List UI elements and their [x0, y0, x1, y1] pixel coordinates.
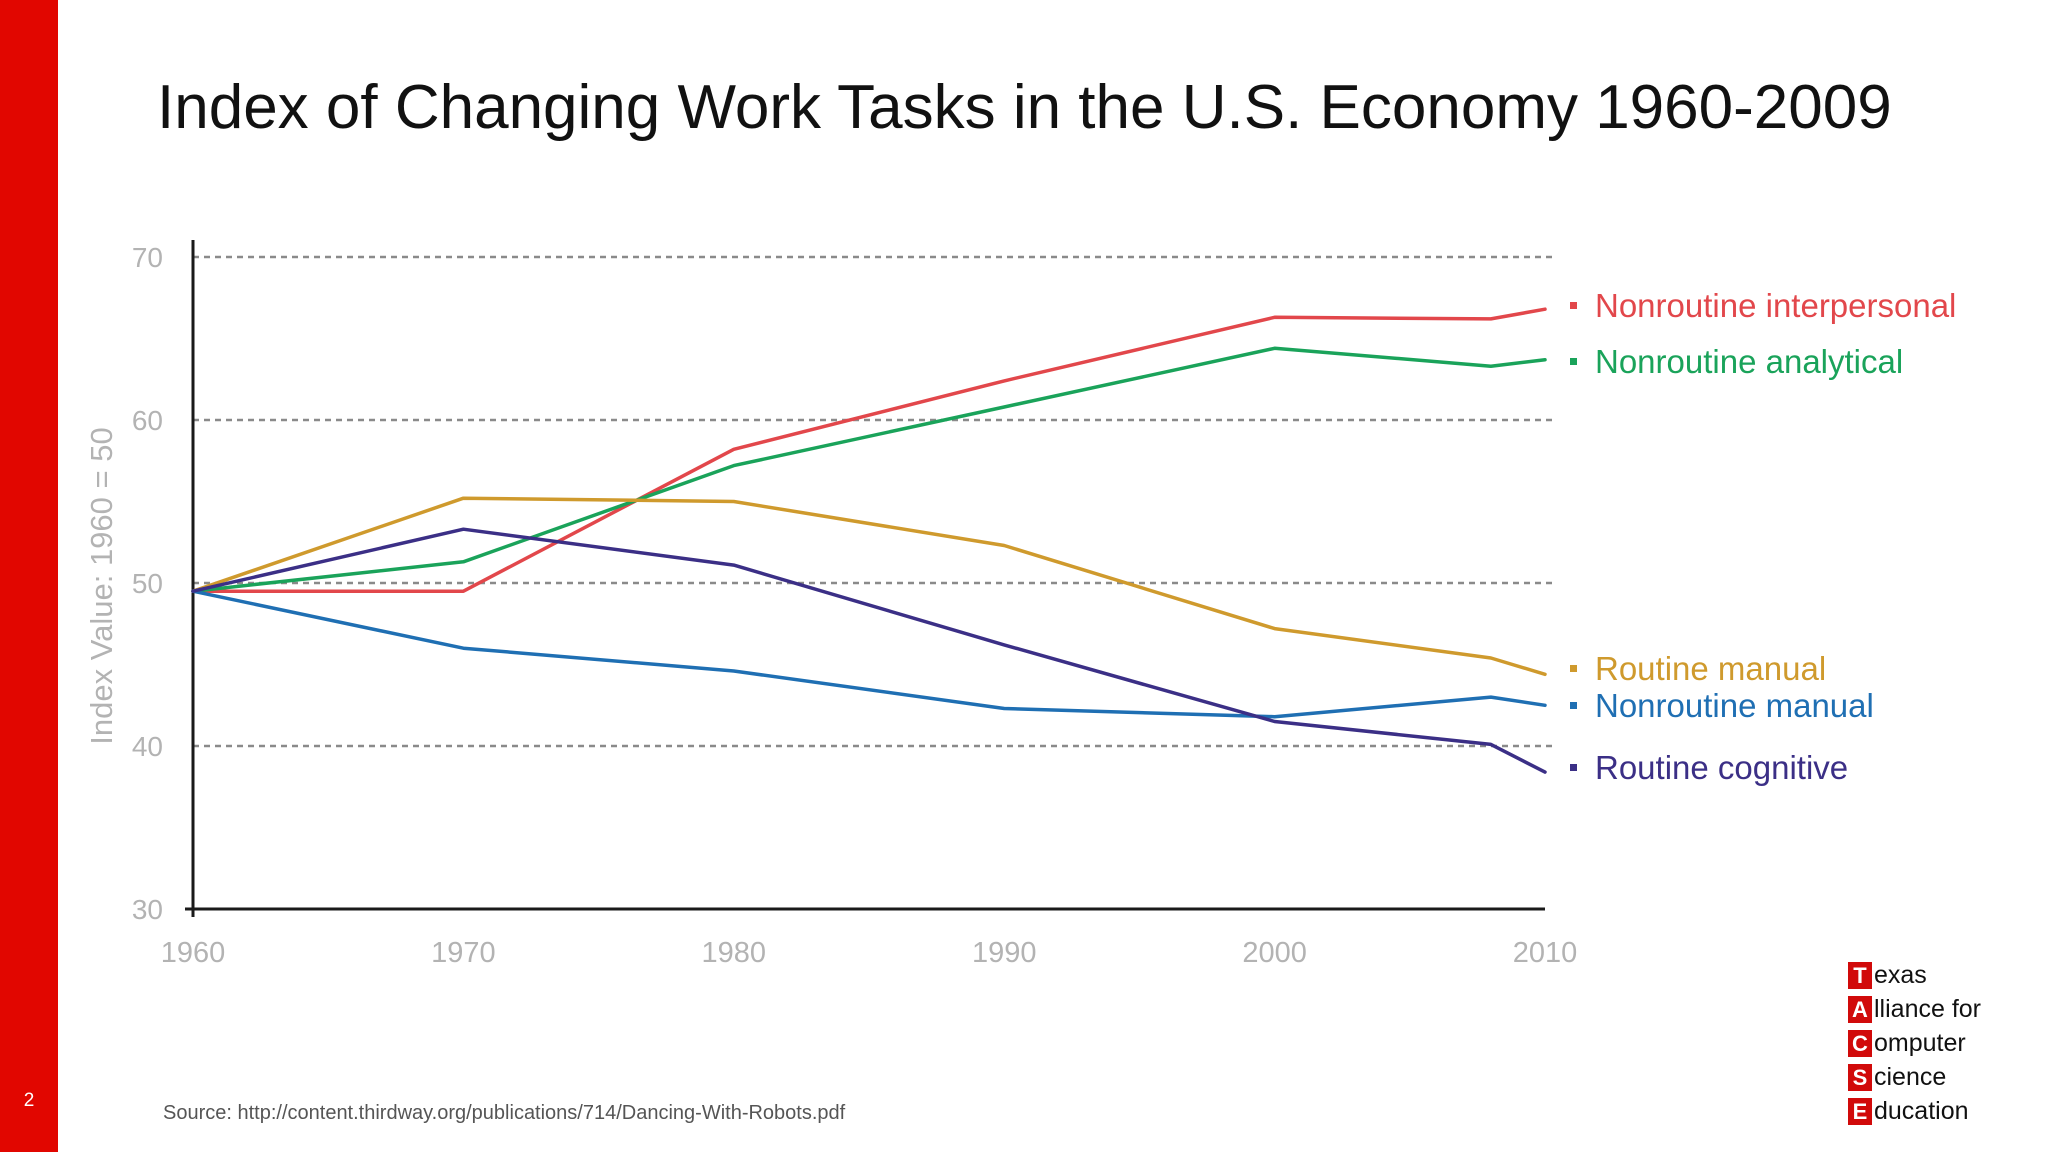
series-line: [191, 496, 1547, 677]
x-tick-label: 1990: [972, 937, 1037, 969]
logo-initial: T: [1848, 961, 1872, 989]
logo-word: lliance for: [1874, 994, 1981, 1023]
legend-label: Nonroutine manual: [1595, 687, 1874, 724]
logo-word: exas: [1874, 960, 1927, 989]
logo-line: T exas: [1848, 958, 1981, 992]
series-line: [191, 346, 1547, 593]
legend-marker: [1570, 302, 1577, 309]
legend-marker: [1570, 665, 1577, 672]
legend-label: Nonroutine interpersonal: [1595, 287, 1956, 324]
legend: Nonroutine interpersonal Nonroutine analy…: [1570, 287, 1956, 786]
tacse-logo: T exas A lliance for C omputer S cience …: [1848, 958, 1981, 1128]
x-tick-label: 2010: [1513, 937, 1578, 969]
grid-lines: [193, 255, 1552, 748]
x-tick-label: 2000: [1242, 937, 1307, 969]
y-tick-label: 60: [132, 405, 163, 436]
logo-line: A lliance for: [1848, 992, 1981, 1026]
x-tick-label: 1980: [702, 937, 767, 969]
legend-marker: [1570, 702, 1577, 709]
legend-marker: [1570, 764, 1577, 771]
logo-word: cience: [1874, 1062, 1947, 1091]
y-tick-label: 70: [132, 242, 163, 273]
legend-label: Nonroutine analytical: [1595, 343, 1903, 380]
source-citation: Source: http://content.thirdway.org/publ…: [163, 1102, 846, 1124]
logo-initial: C: [1848, 1029, 1872, 1057]
logo-initial: S: [1848, 1063, 1872, 1091]
logo-word: ducation: [1874, 1096, 1969, 1125]
accent-side-bar: [0, 0, 58, 1152]
y-tick-label: 30: [132, 894, 163, 925]
legend-label: Routine manual: [1595, 650, 1826, 687]
y-axis-title: Index Value: 1960 = 50: [84, 427, 119, 744]
logo-initial: E: [1848, 1097, 1872, 1125]
slide-title: Index of Changing Work Tasks in the U.S.…: [157, 73, 1892, 142]
logo-line: C omputer: [1848, 1026, 1981, 1060]
y-tick-label: 50: [132, 568, 163, 599]
series-line: [191, 589, 1547, 719]
series-lines: [191, 307, 1547, 774]
x-tick-label: 1960: [161, 937, 226, 969]
chart-axes: 30 40 50 60 70 1960 1970 1980 1990 2000 2010 Index …: [84, 240, 1577, 969]
series-line: [191, 307, 1547, 593]
series-line: [191, 527, 1547, 774]
logo-word: omputer: [1874, 1028, 1966, 1057]
logo-line: E ducation: [1848, 1094, 1981, 1128]
slide-number: 2: [23, 1090, 35, 1111]
logo-line: S cience: [1848, 1060, 1981, 1094]
x-tick-label: 1970: [431, 937, 496, 969]
y-tick-label: 40: [132, 731, 163, 762]
legend-marker: [1570, 358, 1577, 365]
legend-label: Routine cognitive: [1595, 749, 1848, 786]
logo-initial: A: [1848, 995, 1872, 1023]
